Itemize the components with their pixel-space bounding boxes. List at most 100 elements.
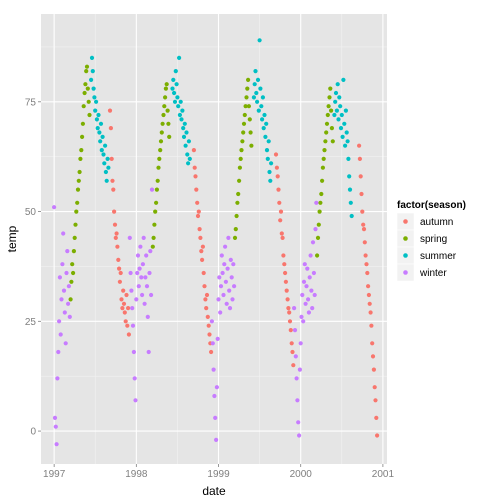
data-point-autumn [374,415,379,420]
data-point-spring [86,99,91,104]
data-point-spring [154,200,159,205]
data-point-winter [147,270,152,276]
y-axis-ticks: 0 25 50 75 [25,97,41,438]
data-point-summer [181,126,186,131]
data-point-winter [221,292,226,298]
data-point-summer [103,143,108,148]
data-point-spring [316,222,321,227]
data-point-autumn [373,398,378,403]
data-point-summer [255,99,260,104]
data-point-autumn [361,222,366,227]
data-point-winter [299,314,304,319]
data-point-winter [310,306,315,311]
data-point-autumn [279,231,284,236]
data-point-summer [103,169,108,175]
data-point-autumn [114,231,119,236]
data-point-summer [344,130,349,135]
data-point-winter [295,398,300,403]
data-point-spring [163,95,168,100]
data-point-summer [104,178,109,183]
legend-label-spring: spring [420,234,447,245]
data-point-autumn [365,270,370,276]
data-point-winter [138,244,143,249]
data-point-summer [89,55,95,61]
data-point-summer [177,55,182,61]
data-point-winter [141,235,146,240]
data-point-summer [186,161,191,166]
data-point-spring [69,279,74,284]
data-point-summer [335,82,340,87]
data-point-spring [157,156,162,161]
data-point-summer [96,112,101,118]
data-point-summer [333,90,339,96]
legend-items: autumn spring summer winter [396,212,457,282]
data-point-summer [264,121,269,126]
data-point-autumn [357,143,362,148]
data-point-spring [327,95,332,100]
data-point-autumn [121,288,126,293]
data-point-winter [130,323,136,328]
data-point-autumn [122,310,127,315]
legend: factor(season) autumn spring summer winter [396,200,466,282]
data-point-spring [78,156,83,161]
data-point-winter [140,262,145,267]
data-point-autumn [362,240,367,245]
data-point-summer [97,130,102,135]
data-point-winter [296,420,301,425]
data-point-spring [167,134,172,139]
data-point-spring [162,104,167,109]
data-point-autumn [119,297,124,302]
data-point-autumn [367,301,372,306]
data-point-summer [172,90,177,96]
data-point-winter [219,253,224,258]
data-point-spring [71,249,76,254]
data-point-spring [237,165,242,170]
data-point-winter [227,288,232,293]
data-point-spring [70,262,75,267]
data-point-spring [330,139,335,144]
data-point-autumn [274,165,279,170]
data-point-winter [220,270,225,276]
data-point-spring [243,104,248,109]
data-point-spring [329,108,334,113]
legend-point-summer [403,253,408,258]
data-point-autumn [370,341,375,346]
data-point-winter [66,284,71,289]
data-point-autumn [117,279,122,284]
data-point-winter [227,306,233,311]
data-point-winter [306,297,311,302]
data-point-winter [148,249,153,254]
data-point-winter [309,288,314,293]
data-point-spring [154,187,159,192]
data-point-summer [342,121,347,126]
data-point-summer [181,134,187,139]
data-point-winter [140,292,145,298]
data-point-autumn [126,332,131,337]
data-point-summer [266,139,271,144]
data-point-spring [80,134,85,139]
data-point-winter [301,319,306,324]
data-point-winter [293,354,298,359]
data-point-winter [304,284,309,289]
data-point-summer [172,99,178,104]
data-point-spring [84,69,89,74]
data-point-summer [90,69,95,74]
data-point-winter [145,314,150,319]
data-point-spring [155,178,160,183]
data-point-spring [83,82,88,87]
data-point-summer [252,82,257,87]
data-point-winter [57,275,63,280]
legend-title: factor(season) [397,200,466,211]
data-point-summer [346,156,351,161]
data-point-spring [236,191,241,197]
y-tick-label: 50 [25,207,37,218]
data-point-autumn [206,323,211,328]
data-point-summer [171,77,176,82]
data-point-summer [254,90,259,96]
data-point-winter [131,349,136,355]
data-point-winter [133,398,138,403]
legend-label-summer: summer [420,251,457,262]
data-point-autumn [366,292,371,298]
data-point-winter [213,415,218,420]
data-point-spring [161,112,166,118]
